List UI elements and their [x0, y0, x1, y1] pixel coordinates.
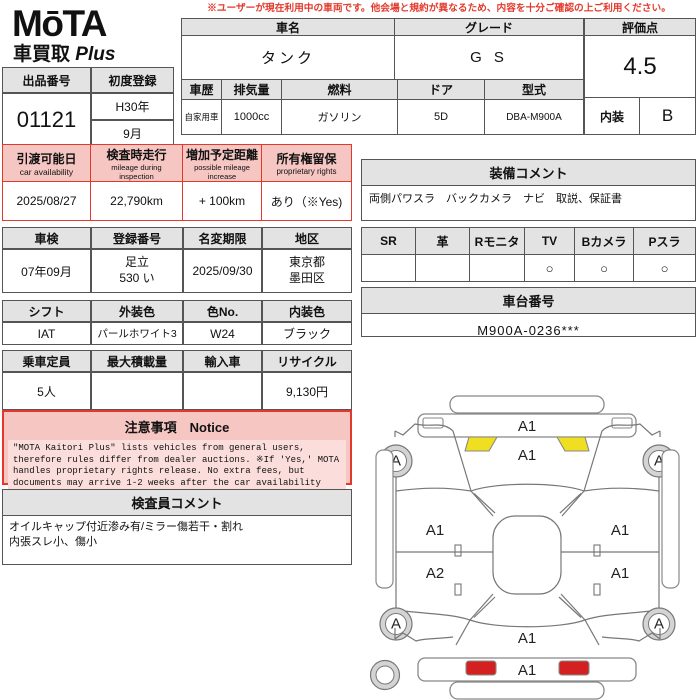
svg-text:A1: A1 [426, 522, 444, 539]
svg-text:A2: A2 [426, 565, 444, 582]
svg-text:A1: A1 [518, 447, 536, 464]
svg-text:A1: A1 [518, 662, 536, 679]
svg-text:MōTA: MōTA [12, 3, 107, 44]
svg-text:A1: A1 [611, 565, 629, 582]
svg-text:A1: A1 [518, 418, 536, 435]
svg-text:A: A [391, 616, 401, 633]
svg-text:A: A [654, 616, 664, 633]
svg-text:A1: A1 [611, 522, 629, 539]
svg-text:A1: A1 [518, 630, 536, 647]
